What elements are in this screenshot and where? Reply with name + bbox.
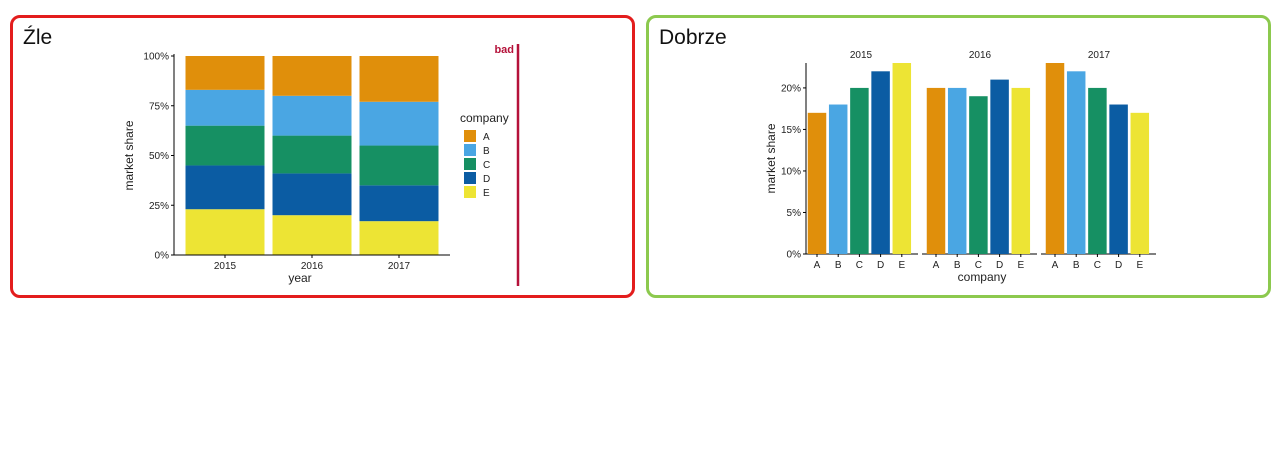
bar-2016-b [947,87,967,254]
x-tick-label: B [1073,260,1080,271]
bar-2015-b [828,104,848,255]
y-tick-label: 10% [781,166,801,177]
bar-segment-2016-e [272,215,352,255]
x-tick-label: 2015 [214,261,237,272]
bar-segment-2016-d [272,173,352,216]
bar-2016-a [926,87,946,254]
y-axis-title: market share [122,120,136,190]
y-tick-label: 0% [787,250,802,261]
bar-2016-c [969,96,988,254]
facet-title-2015: 2015 [850,50,873,61]
bar-segment-2015-c [185,125,265,166]
legend-swatch-d [464,172,476,184]
bar-segment-2017-b [359,101,439,146]
legend-label-d: D [483,174,490,185]
bar-segment-2016-a [272,56,352,96]
y-axis-title: market share [764,123,778,193]
bar-segment-2015-a [185,56,265,90]
x-tick-label: C [856,260,863,271]
legend-title: company [460,111,509,125]
x-tick-label: D [877,260,884,271]
bar-2017-b [1066,71,1086,254]
legend-swatch-b [464,144,476,156]
bar-2015-d [871,71,890,254]
bad-example-panel: Źle 2015 2016 2017 0% 25% 50% 75% 100% year marke… [10,15,635,298]
x-tick-label: B [954,260,961,271]
bar-2017-a [1045,63,1065,254]
bar-2017-c [1088,87,1107,254]
bar-2015-e [892,63,912,254]
x-axis-title: company [958,270,1007,284]
x-tick-label: D [1115,260,1122,271]
good-example-panel: Dobrze 0% 5% 10% 15% 20% 2015 A B C D E 2016 A B C D E 20… [646,15,1271,298]
y-tick-label: 75% [149,101,169,112]
y-tick-label: 15% [781,125,801,136]
x-tick-label: E [1136,260,1143,271]
x-tick-label: B [835,260,842,271]
x-tick-label: E [898,260,905,271]
x-tick-label: A [1052,260,1059,271]
x-axis-title: year [288,271,311,285]
bar-segment-2015-e [185,209,265,255]
x-tick-label: D [996,260,1003,271]
bar-2015-c [850,87,869,254]
bar-segment-2016-c [272,135,352,174]
x-tick-label: 2016 [301,261,324,272]
bar-2015-a [807,112,827,255]
x-tick-label: E [1017,260,1024,271]
bar-segment-2015-d [185,165,265,210]
bar-2016-e [1011,87,1031,254]
legend-label-b: B [483,146,490,157]
x-tick-label: A [814,260,821,271]
bar-segment-2017-e [359,221,439,255]
x-tick-label: C [975,260,982,271]
y-tick-label: 20% [781,83,801,94]
bad-panel-title: Źle [23,26,53,49]
y-tick-label: 5% [787,208,802,219]
legend-swatch-a [464,130,476,142]
y-tick-label: 25% [149,201,169,212]
x-tick-label: A [933,260,940,271]
facet-title-2017: 2017 [1088,50,1111,61]
legend-label-e: E [483,188,490,199]
legend-label-c: C [483,160,490,171]
good-panel-title: Dobrze [659,26,727,49]
bar-2017-d [1109,104,1128,255]
y-tick-label: 100% [143,52,169,63]
legend-label-a: A [483,132,490,143]
bar-2017-e [1130,112,1150,255]
legend-swatch-e [464,186,476,198]
bar-segment-2015-b [185,89,265,126]
bar-segment-2016-b [272,95,352,136]
bad-marker-label: bad [494,44,514,56]
facet-title-2016: 2016 [969,50,992,61]
bar-segment-2017-d [359,185,439,222]
bar-2016-d [990,79,1009,254]
faceted-bar-chart: 0% 5% 10% 15% 20% 2015 A B C D E 2016 A B C D E 2017 A B C D E… [764,50,1156,284]
x-tick-label: C [1094,260,1101,271]
legend-swatch-c [464,158,476,170]
y-tick-label: 50% [149,151,169,162]
bar-segment-2017-c [359,145,439,186]
bar-segment-2017-a [359,56,439,102]
y-tick-label: 0% [155,251,170,262]
stacked-bar-chart: 2015 2016 2017 0% 25% 50% 75% 100% year market sh… [122,44,520,286]
x-tick-label: 2017 [388,261,411,272]
